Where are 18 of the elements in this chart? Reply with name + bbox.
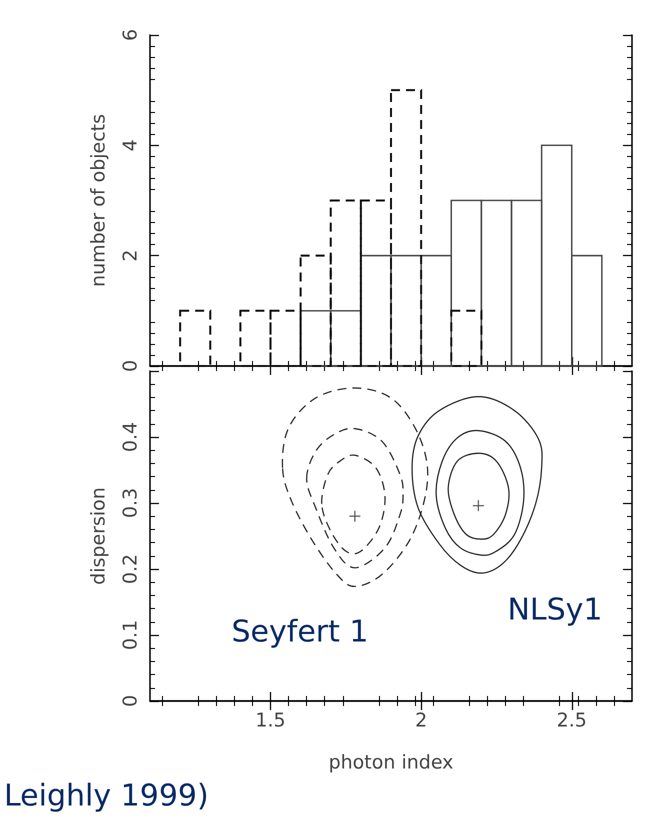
- y-tick-label: 6: [120, 28, 142, 42]
- y-tick-label: 0: [120, 360, 142, 372]
- annotation: NLSy1: [507, 592, 603, 628]
- x-tick-label: 2.5: [556, 710, 587, 732]
- text: Leighly 1999): [4, 778, 209, 814]
- y-tick-label: 0.3: [120, 488, 142, 518]
- y-axis-title: dispersion: [88, 487, 110, 585]
- x-axis-title: photon index: [328, 752, 454, 774]
- x-tick-label: 2: [415, 710, 428, 732]
- y-tick-label: 2: [120, 250, 142, 262]
- annotation: Seyfert 1: [232, 614, 368, 650]
- y-tick-label: 0.1: [120, 620, 142, 650]
- y-tick-label: 4: [120, 139, 142, 152]
- y-tick-label: 0.2: [120, 554, 142, 584]
- x-tick-label: 1.5: [255, 710, 286, 732]
- y-tick-label: 0.4: [120, 422, 142, 452]
- y-tick-label: 0: [120, 694, 142, 708]
- y-axis-title: number of objects: [88, 114, 110, 287]
